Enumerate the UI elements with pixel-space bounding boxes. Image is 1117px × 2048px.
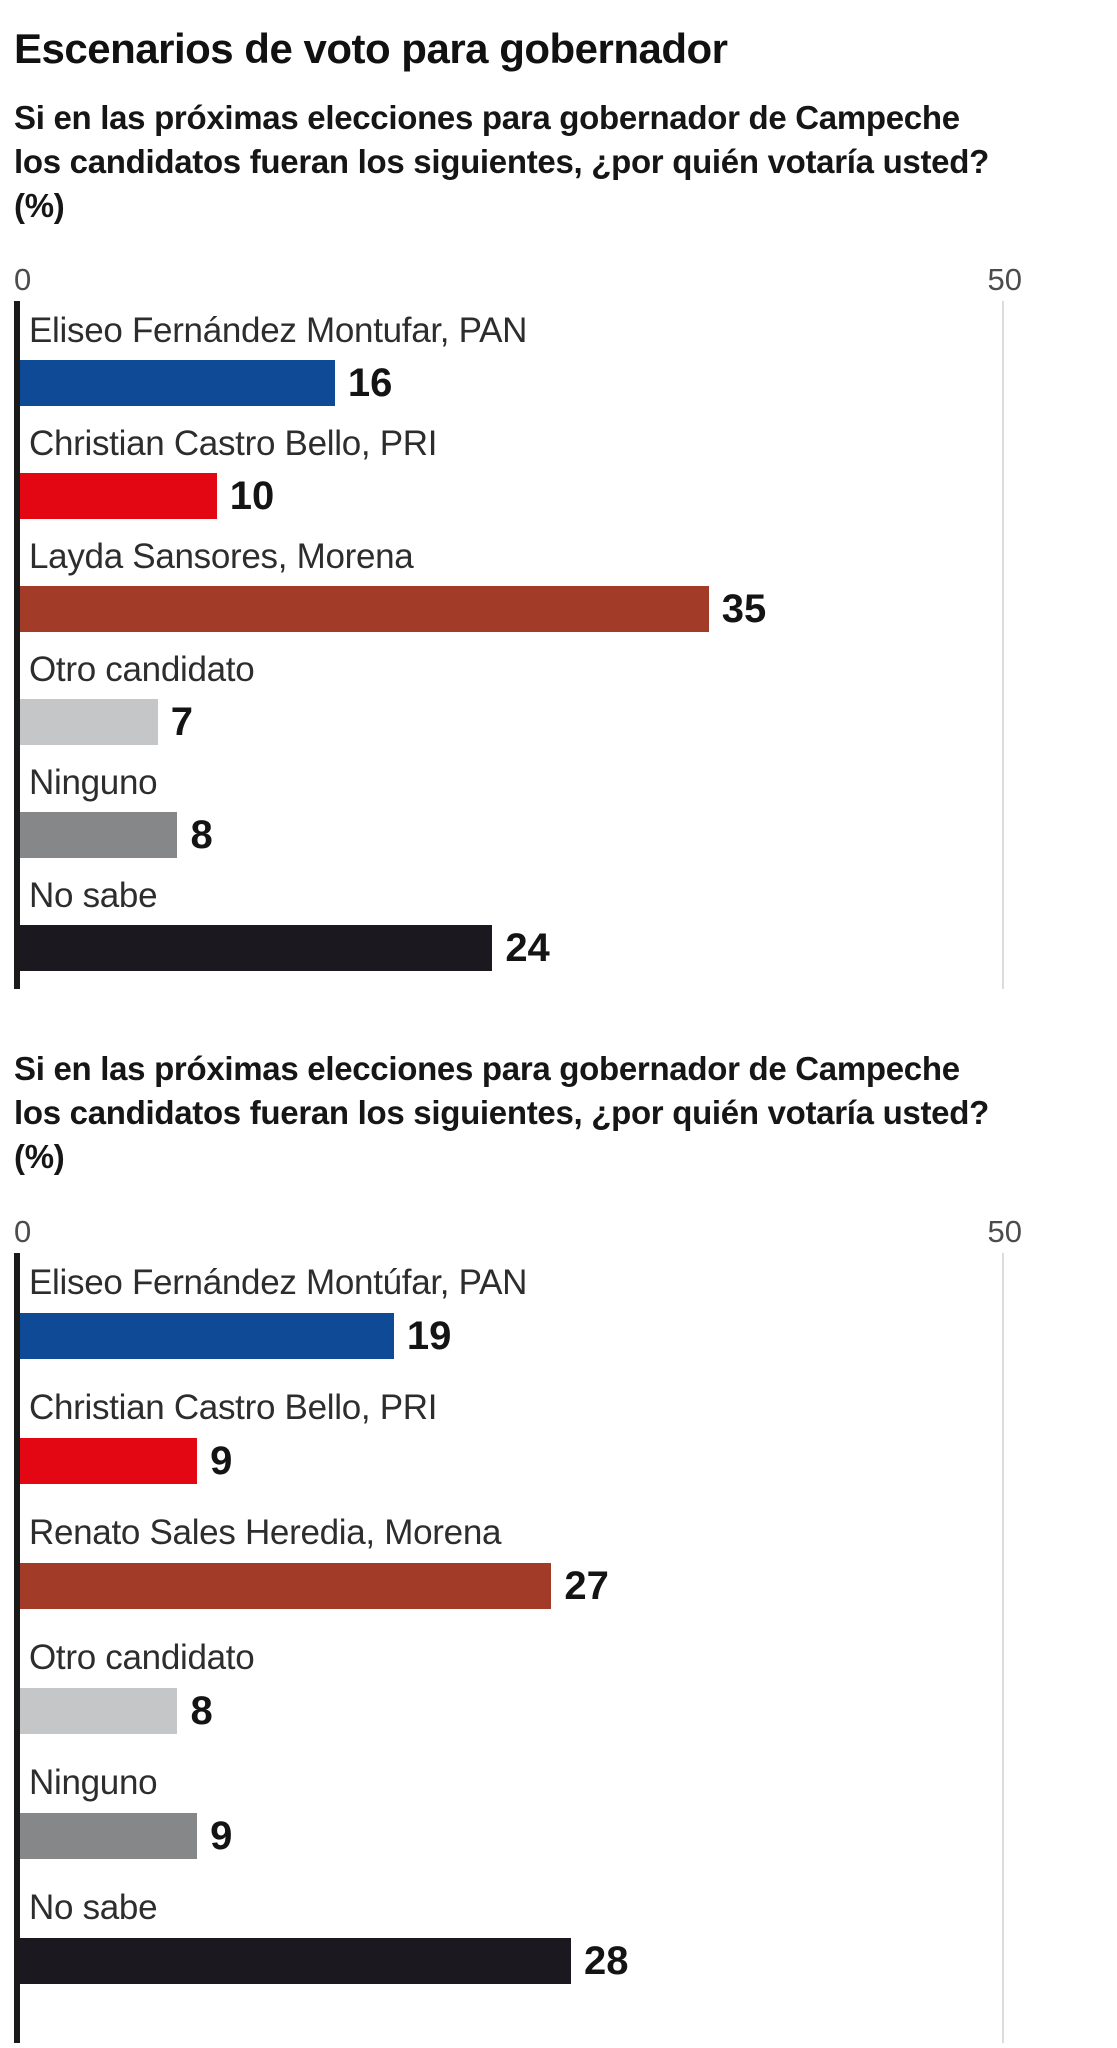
bar <box>20 586 709 633</box>
bar-label: No sabe <box>29 875 158 915</box>
bar-row: Otro candidato 8 <box>20 1638 1004 1763</box>
bar <box>20 812 178 859</box>
bar-label: Otro candidato <box>29 1638 255 1678</box>
bar <box>20 925 493 972</box>
bar <box>20 1437 198 1484</box>
value-label: 19 <box>406 1313 452 1358</box>
bar-label: Ninguno <box>29 1763 158 1803</box>
bar <box>20 1937 572 1984</box>
value-label: 9 <box>210 1813 233 1858</box>
x-axis: 0 50 <box>14 264 1022 295</box>
bar-track: 8 <box>20 812 1004 859</box>
bar-label: Renato Sales Heredia, Morena <box>29 1513 502 1553</box>
bar <box>20 1687 178 1734</box>
value-label: 35 <box>721 587 767 632</box>
value-label: 10 <box>229 474 275 519</box>
bar-track: 7 <box>20 699 1004 746</box>
bar-track: 24 <box>20 925 1004 972</box>
bar-track: 35 <box>20 586 1004 633</box>
bar <box>20 360 335 407</box>
value-label: 7 <box>170 700 193 745</box>
bar-label: Otro candidato <box>29 649 255 689</box>
bar-row: Layda Sansores, Morena 35 <box>20 537 1004 650</box>
bar-label: Ninguno <box>29 762 158 802</box>
bar-label: Christian Castro Bello, PRI <box>29 1388 438 1428</box>
bar <box>20 1562 552 1609</box>
chart-scenario-2: Si en las próximas elecciones para gober… <box>14 1047 1117 2044</box>
chart-scenario-1: Si en las próximas elecciones para gober… <box>14 96 1117 989</box>
chart-question: Si en las próximas elecciones para gober… <box>14 99 989 224</box>
bar-track: 27 <box>20 1562 1004 1609</box>
bar-row: No sabe 28 <box>20 1888 1004 2013</box>
plot-area: Eliseo Fernández Montúfar, PAN 19 Christia… <box>14 1253 1004 2044</box>
axis-tick-max: 50 <box>987 261 1022 297</box>
axis-tick-min: 0 <box>14 261 32 297</box>
axis-tick-max: 50 <box>987 1214 1022 1250</box>
value-label: 8 <box>190 813 213 858</box>
value-label: 28 <box>584 1938 629 1983</box>
bar-row: Ninguno 9 <box>20 1763 1004 1888</box>
bar-track: 9 <box>20 1437 1004 1484</box>
bar-row: Christian Castro Bello, PRI 9 <box>20 1388 1004 1513</box>
bar-label: Eliseo Fernández Montúfar, PAN <box>29 1263 528 1303</box>
bar-label: Eliseo Fernández Montufar, PAN <box>29 310 528 350</box>
bar-label: No sabe <box>29 1888 158 1928</box>
bar-track: 16 <box>20 360 1004 407</box>
bar <box>20 1312 394 1359</box>
bar-track: 19 <box>20 1312 1004 1359</box>
bar <box>20 473 217 520</box>
value-label: 9 <box>210 1438 233 1483</box>
value-label: 27 <box>564 1563 609 1608</box>
bar-row: Ninguno 8 <box>20 763 1004 876</box>
bar-row: Eliseo Fernández Montufar, PAN 16 <box>20 311 1004 424</box>
value-label: 16 <box>347 361 393 406</box>
value-label: 8 <box>190 1688 213 1733</box>
bar-row: Otro candidato 7 <box>20 650 1004 763</box>
axis-tick-min: 0 <box>14 1214 32 1250</box>
bar-label: Christian Castro Bello, PRI <box>29 423 438 463</box>
bar-row: No sabe 24 <box>20 876 1004 989</box>
gridline-50 <box>1002 1253 1004 2044</box>
bar <box>20 1812 198 1859</box>
bar-row: Eliseo Fernández Montúfar, PAN 19 <box>20 1263 1004 1388</box>
chart-question: Si en las próximas elecciones para gober… <box>14 1049 989 1175</box>
bar-row: Christian Castro Bello, PRI 10 <box>20 424 1004 537</box>
bar <box>20 699 158 746</box>
bar-track: 10 <box>20 473 1004 520</box>
bar-label: Layda Sansores, Morena <box>29 536 414 576</box>
gridline-50 <box>1002 300 1004 989</box>
bar-track: 9 <box>20 1812 1004 1859</box>
x-axis: 0 50 <box>14 1216 1022 1247</box>
page-title: Escenarios de voto para gobernador <box>14 25 728 72</box>
bar-row: Renato Sales Heredia, Morena 27 <box>20 1513 1004 1638</box>
value-label: 24 <box>505 926 550 971</box>
plot-area: Eliseo Fernández Montufar, PAN 16 Christia… <box>14 300 1004 989</box>
bar-track: 28 <box>20 1937 1004 1984</box>
bar-track: 8 <box>20 1687 1004 1734</box>
